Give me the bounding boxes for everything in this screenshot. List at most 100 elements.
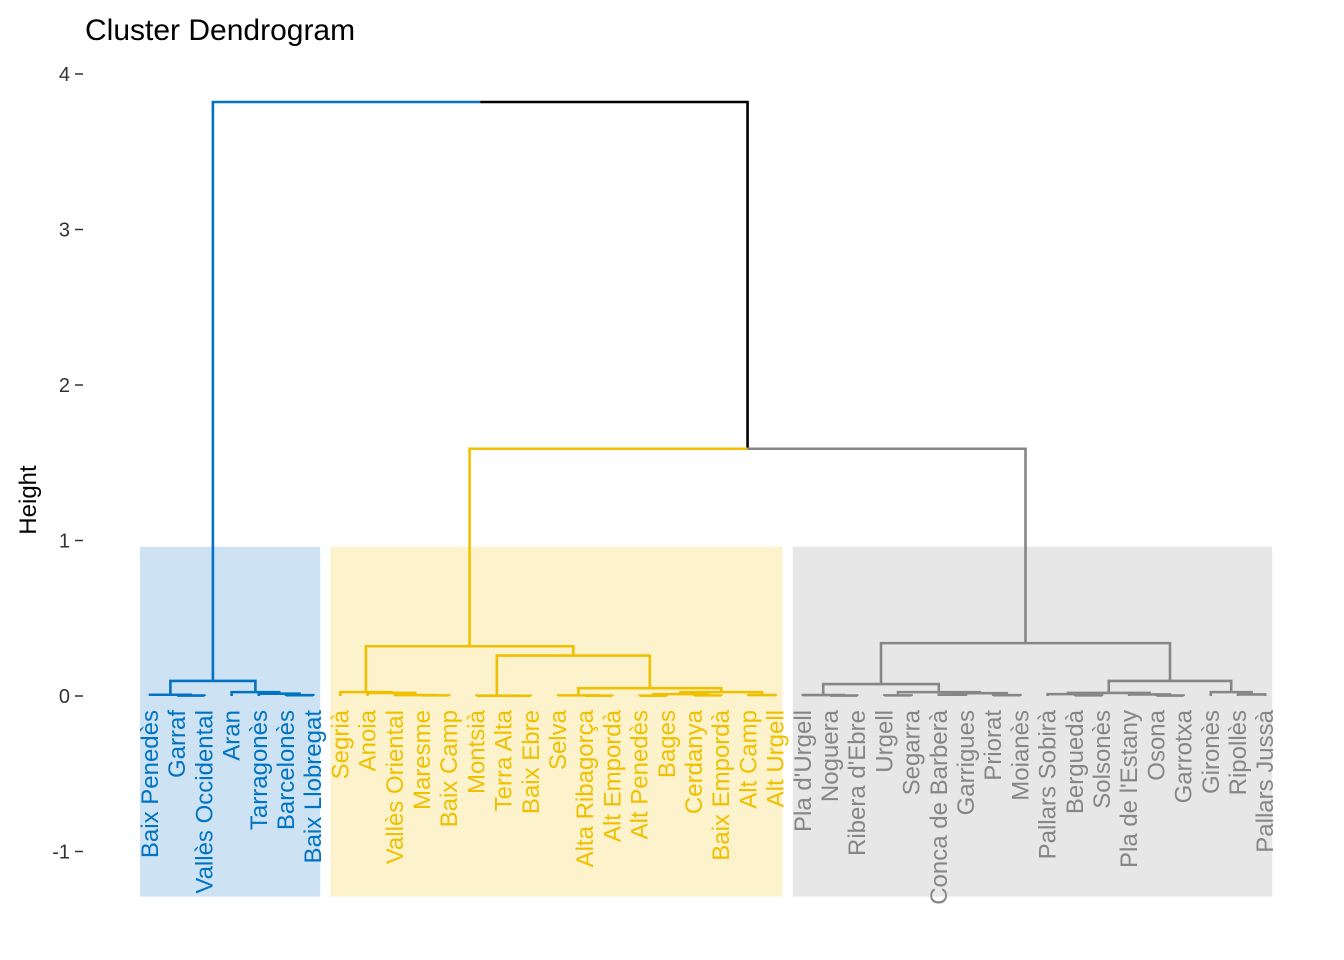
branch-segment	[480, 100, 749, 449]
leaf-label: Noguera	[817, 709, 844, 802]
leaf-label: Aran	[219, 710, 246, 761]
y-tick-label: 3	[59, 220, 70, 242]
leaf-label: Garrotxa	[1171, 709, 1198, 803]
leaf-label: Anoia	[355, 709, 382, 771]
branch-segment	[230, 690, 256, 696]
leaf-label: Moianès	[1007, 710, 1034, 801]
branch-segment	[495, 654, 574, 696]
branch-segment	[366, 691, 392, 696]
branch-segment	[577, 686, 650, 696]
branch-segment	[1073, 694, 1089, 697]
leaf-label: Pallars Sobirà	[1035, 709, 1062, 859]
cluster-rects	[140, 546, 1273, 897]
branch-segment	[573, 654, 652, 689]
branch-segment	[1088, 694, 1104, 697]
branch-segment	[1170, 679, 1233, 693]
leaf-label: Berguedà	[1062, 709, 1089, 814]
branch-segment	[692, 694, 708, 697]
leaf-label: Solsonès	[1089, 710, 1116, 809]
branch-segment	[1025, 641, 1172, 681]
branch-segment	[364, 644, 470, 693]
branch-segment	[257, 692, 280, 696]
branch-segment	[821, 682, 881, 696]
branch-segment	[468, 447, 748, 647]
branch-segment	[393, 693, 416, 697]
branch-segment	[169, 679, 213, 695]
leaf-label: Tarragonès	[246, 710, 273, 830]
cluster-2-rect	[330, 546, 783, 897]
branch-segment	[801, 693, 824, 697]
leaf-label: Baix Camp	[436, 710, 463, 827]
leaf-label: Bages	[654, 710, 681, 778]
branch-segment	[1107, 679, 1170, 693]
branch-segment	[1251, 693, 1267, 696]
branch-segment	[284, 693, 300, 697]
leaf-label: Pla de l'Estany	[1116, 710, 1143, 868]
branch-segment	[1236, 693, 1252, 696]
branch-segment	[556, 694, 579, 697]
y-tick-label: 0	[59, 686, 70, 708]
leaf-label: Conca de Barberà	[926, 709, 953, 904]
y-tick-label: 4	[59, 64, 70, 86]
y-tick-label: 2	[59, 375, 70, 397]
branch-segment	[435, 694, 451, 697]
leaf-label: Urgell	[871, 710, 898, 773]
branch-segment	[881, 682, 941, 693]
leaf-label: Ribera d'Ebre	[844, 710, 871, 856]
branch-segment	[469, 644, 575, 656]
leaf-label: Gironès	[1198, 710, 1225, 794]
cluster-3-rect	[792, 546, 1273, 897]
leaf-label: Alt Camp	[735, 710, 762, 809]
leaf-label: Garrigues	[953, 710, 980, 815]
branch-segment	[883, 694, 898, 697]
branch-segment	[937, 693, 953, 697]
branch-segment	[747, 693, 762, 697]
y-axis: -1 0 1 2 3 4	[52, 64, 83, 864]
leaf-label: Montsià	[463, 709, 490, 794]
leaf-label: Ripollès	[1225, 710, 1252, 795]
leaf-label: Vallès Occidental	[191, 710, 218, 894]
cluster-1-rect	[140, 546, 321, 897]
leaf-label: Barcelonès	[273, 710, 300, 830]
branch-segment	[148, 693, 171, 697]
branch-segment	[707, 694, 723, 697]
branch-segment	[1006, 693, 1022, 697]
leaf-label: Terra Alta	[491, 709, 518, 811]
y-tick-label: -1	[52, 842, 70, 864]
leaf-label: Baix Penedès	[137, 710, 164, 858]
leaf-label: Alt Empordà	[599, 709, 626, 842]
branch-segment	[762, 693, 777, 697]
branch-segment	[299, 693, 315, 697]
leaf-label: Baix Ebre	[518, 710, 545, 814]
branch-segment	[420, 694, 436, 697]
leaf-label: Selva	[545, 709, 572, 770]
branch-segment	[991, 693, 1007, 697]
leaf-label: Maresme	[409, 710, 436, 810]
branch-segment	[339, 690, 366, 696]
leaf-label: Segrià	[327, 709, 354, 779]
branch-segment	[1046, 692, 1068, 696]
leaf-label: Alt Urgell	[763, 710, 790, 807]
leaf-label: Vallès Oriental	[382, 710, 409, 864]
leaf-label: Baix Llobregat	[300, 710, 327, 864]
branch-segment	[879, 641, 1026, 685]
leaf-label: Priorat	[980, 710, 1007, 781]
leaf-label: Segarra	[899, 709, 926, 795]
leaf-label: Baix Empordà	[708, 709, 735, 860]
leaf-label: Alta Ribagorça	[572, 709, 599, 867]
leaf-label: Pla d'Urgell	[790, 710, 817, 832]
branch-segment	[952, 693, 968, 697]
leaf-labels: Baix Penedès Garraf Vallès Occidental Aran T…	[137, 709, 1279, 904]
branch-segment	[1209, 690, 1232, 696]
leaf-label: Garraf	[164, 710, 191, 778]
leaf-label: Pallars Jussà	[1252, 709, 1279, 852]
y-tick-label: 1	[59, 531, 70, 553]
leaf-label: Osona	[1143, 709, 1170, 780]
branch-segment	[898, 694, 913, 697]
branches	[148, 100, 1267, 698]
branch-segment	[747, 447, 1027, 644]
leaf-label: Cerdanya	[681, 709, 708, 814]
branch-segment	[211, 100, 481, 681]
chart-title: Cluster Dendrogram	[85, 14, 355, 47]
